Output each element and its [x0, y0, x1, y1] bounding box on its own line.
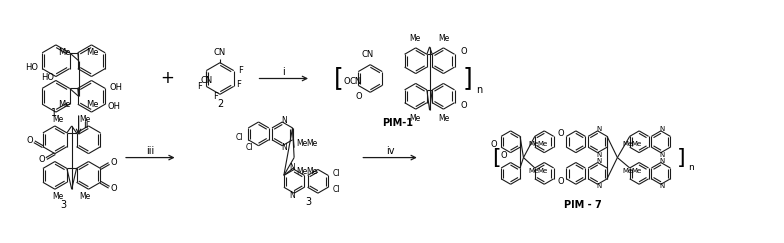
- Text: ii: ii: [84, 121, 89, 130]
- Text: O: O: [343, 77, 350, 86]
- Text: N: N: [281, 143, 287, 152]
- Text: iii: iii: [146, 146, 154, 156]
- Text: [: [: [492, 148, 501, 168]
- Text: CN: CN: [200, 76, 212, 85]
- Text: 2: 2: [217, 99, 223, 109]
- Text: O: O: [356, 92, 362, 101]
- Text: O: O: [557, 177, 564, 186]
- Text: O: O: [460, 47, 467, 56]
- Text: 3: 3: [305, 197, 311, 207]
- Text: Me: Me: [438, 35, 450, 43]
- Text: PIM - 7: PIM - 7: [564, 200, 601, 210]
- Text: Me: Me: [53, 114, 64, 123]
- Text: iv: iv: [386, 146, 394, 156]
- Text: Me: Me: [80, 192, 91, 201]
- Text: N: N: [659, 157, 665, 164]
- Text: Me: Me: [296, 167, 307, 176]
- Text: Me: Me: [296, 139, 307, 148]
- Text: N: N: [596, 126, 601, 132]
- Text: N: N: [289, 191, 295, 200]
- Text: F: F: [238, 66, 242, 75]
- Text: O: O: [38, 155, 45, 164]
- Text: Me: Me: [622, 168, 633, 174]
- Text: Me: Me: [58, 48, 71, 57]
- Text: Me: Me: [306, 139, 318, 148]
- Text: N: N: [659, 183, 665, 189]
- Text: PIM-1: PIM-1: [383, 118, 413, 128]
- Text: OH: OH: [107, 102, 120, 111]
- Text: 1: 1: [51, 108, 57, 118]
- Text: O: O: [110, 184, 117, 193]
- Text: N: N: [659, 126, 665, 132]
- Text: O: O: [110, 158, 117, 167]
- Text: N: N: [289, 163, 295, 172]
- Text: Me: Me: [409, 113, 421, 122]
- Text: Cl: Cl: [333, 185, 340, 194]
- Text: Me: Me: [528, 141, 539, 147]
- Text: Me: Me: [537, 141, 547, 147]
- Text: O: O: [27, 136, 34, 145]
- Text: HO: HO: [25, 63, 38, 72]
- Text: Me: Me: [631, 168, 641, 174]
- Text: N: N: [596, 152, 601, 158]
- Text: Me: Me: [53, 192, 64, 201]
- Text: i: i: [282, 67, 285, 77]
- Text: O: O: [491, 140, 497, 149]
- Text: Me: Me: [58, 100, 71, 109]
- Text: +: +: [161, 69, 175, 87]
- Text: [: [: [334, 67, 343, 90]
- Text: 3: 3: [60, 200, 67, 210]
- Text: HO: HO: [41, 73, 54, 82]
- Text: n: n: [476, 85, 482, 95]
- Text: F: F: [236, 80, 241, 89]
- Text: N: N: [659, 152, 665, 158]
- Text: Me: Me: [86, 48, 99, 57]
- Text: Me: Me: [528, 168, 539, 174]
- Text: Cl: Cl: [333, 169, 340, 178]
- Text: N: N: [596, 183, 601, 189]
- Text: O: O: [460, 101, 467, 110]
- Text: F: F: [213, 92, 218, 101]
- Text: OH: OH: [109, 83, 122, 92]
- Text: ]: ]: [463, 67, 472, 90]
- Text: N: N: [281, 115, 287, 124]
- Text: Cl: Cl: [236, 133, 243, 142]
- Text: ]: ]: [677, 148, 686, 168]
- Text: O: O: [557, 129, 564, 138]
- Text: Me: Me: [80, 114, 91, 123]
- Text: n: n: [688, 163, 695, 172]
- Text: Me: Me: [438, 113, 450, 122]
- Text: CN: CN: [214, 48, 226, 57]
- Text: Me: Me: [409, 35, 421, 43]
- Text: Me: Me: [86, 100, 99, 109]
- Text: F: F: [198, 82, 202, 91]
- Text: Cl: Cl: [246, 143, 253, 152]
- Text: Me: Me: [537, 168, 547, 174]
- Text: Me: Me: [622, 141, 633, 147]
- Text: Me: Me: [306, 167, 318, 176]
- Text: Me: Me: [631, 141, 641, 147]
- Text: O: O: [500, 151, 506, 160]
- Text: CN: CN: [361, 50, 373, 59]
- Text: N: N: [596, 157, 601, 164]
- Text: CN: CN: [349, 77, 361, 86]
